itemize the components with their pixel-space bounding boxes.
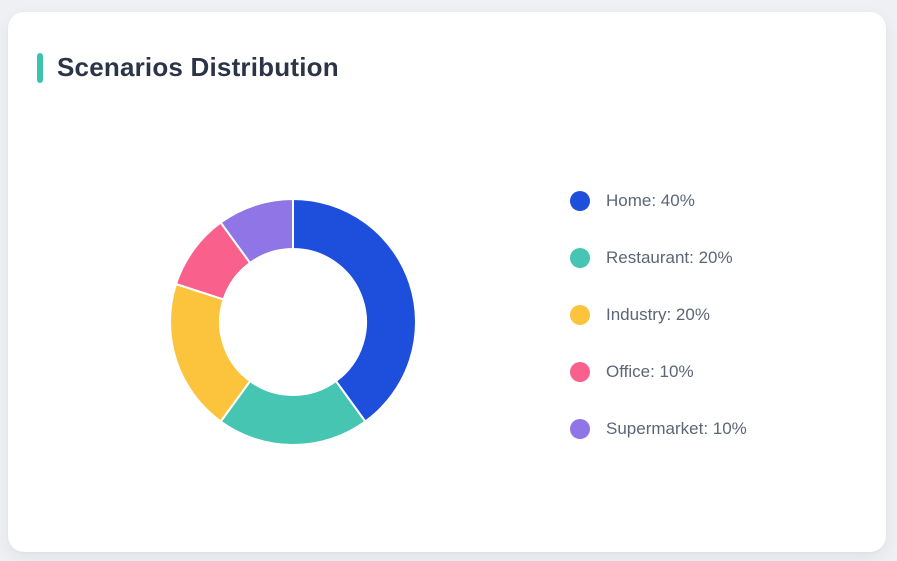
legend-label: Industry: 20% xyxy=(606,305,710,324)
legend-label: Supermarket: 10% xyxy=(606,419,747,438)
legend-dot-icon xyxy=(570,362,590,382)
legend-label: Office: 10% xyxy=(606,362,694,381)
legend-dot-icon xyxy=(570,305,590,325)
legend-dot-icon xyxy=(570,419,590,439)
card-header: Scenarios Distribution xyxy=(37,52,339,83)
legend-item-office[interactable]: Office: 10% xyxy=(570,361,747,383)
legend-item-restaurant[interactable]: Restaurant: 20% xyxy=(570,247,747,269)
legend-dot-icon xyxy=(570,191,590,211)
legend-item-industry[interactable]: Industry: 20% xyxy=(570,304,747,326)
title-accent-bar xyxy=(37,52,43,83)
page-title: Scenarios Distribution xyxy=(57,52,339,82)
legend-label: Home: 40% xyxy=(606,191,695,210)
chart-legend: Home: 40% Restaurant: 20% Industry: 20% Off… xyxy=(570,190,747,475)
donut-segment-home[interactable] xyxy=(292,198,417,423)
legend-item-home[interactable]: Home: 40% xyxy=(570,190,747,212)
scenarios-distribution-card: Scenarios Distribution Home: 40% Restaura… xyxy=(8,12,886,552)
donut-segment-supermarket[interactable] xyxy=(219,198,294,264)
legend-label: Restaurant: 20% xyxy=(606,248,733,267)
legend-dot-icon xyxy=(570,248,590,268)
legend-item-supermarket[interactable]: Supermarket: 10% xyxy=(570,418,747,440)
donut-chart xyxy=(169,198,417,446)
